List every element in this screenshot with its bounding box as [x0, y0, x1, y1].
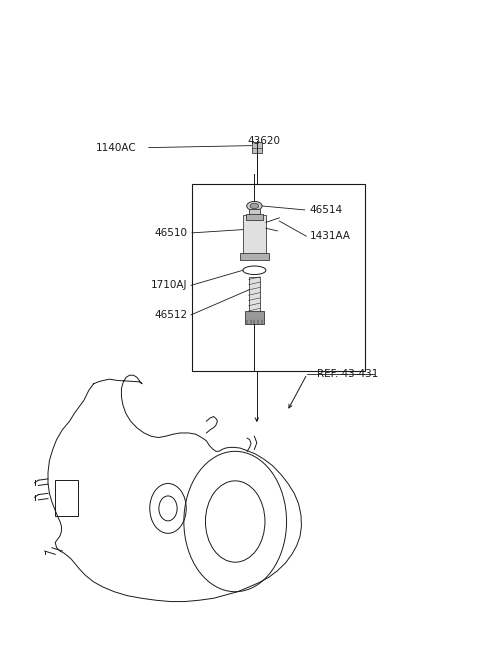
Text: 1140AC: 1140AC — [96, 142, 137, 153]
Bar — [192, 184, 365, 371]
Text: REF. 43-431: REF. 43-431 — [317, 369, 378, 379]
Bar — [252, 142, 262, 153]
Bar — [55, 480, 78, 516]
Bar — [249, 209, 260, 215]
Text: 43620: 43620 — [247, 136, 280, 146]
Bar — [249, 277, 260, 312]
Text: 46510: 46510 — [154, 228, 187, 238]
Ellipse shape — [247, 201, 262, 211]
Text: 1710AJ: 1710AJ — [151, 280, 187, 291]
Bar — [240, 253, 269, 260]
Text: 46512: 46512 — [154, 310, 187, 320]
Text: 1431AA: 1431AA — [310, 231, 350, 241]
Text: 46514: 46514 — [310, 205, 343, 215]
Ellipse shape — [250, 203, 259, 209]
Bar — [243, 215, 266, 255]
Bar — [246, 214, 263, 220]
Bar — [245, 311, 264, 324]
